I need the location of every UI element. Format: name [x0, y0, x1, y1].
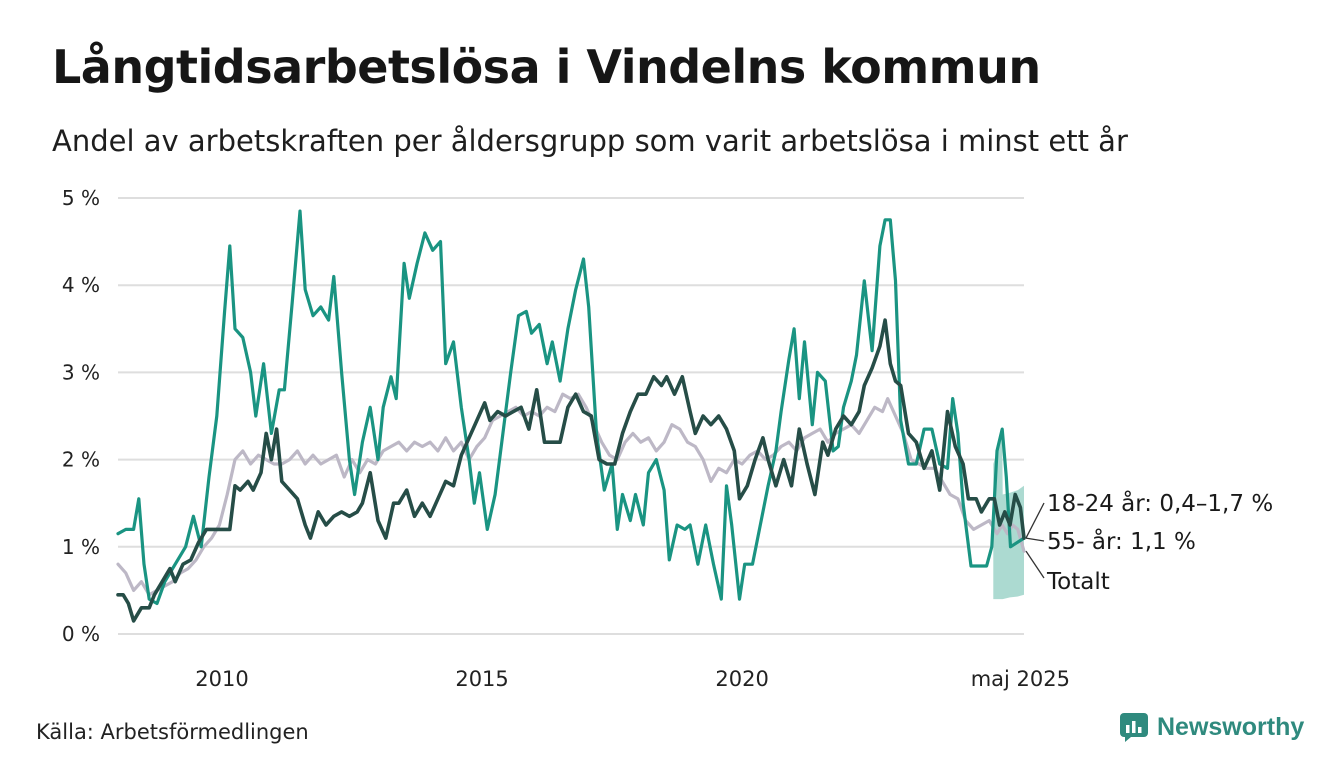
brand-logo[interactable]: Newsworthy — [1119, 712, 1304, 742]
newsworthy-logo-icon — [1120, 713, 1148, 742]
y-tick-label: 5 % — [62, 186, 100, 210]
source-note: Källa: Arbetsförmedlingen — [36, 720, 309, 744]
x-tick-label: 2010 — [195, 667, 248, 691]
series-line-total — [116, 392, 1026, 597]
x-tick-label: maj 2025 — [971, 667, 1070, 691]
series-line-youth — [116, 209, 1026, 606]
tick-layer: 0 % 1 % 2 % 3 % 4 % 5 % 2010 2015 2020 maj 2025 — [62, 186, 1070, 691]
label-layer: 18-24 år: 0,4–1,7 % 55- år: 1,1 % Totalt — [1025, 489, 1273, 595]
y-tick-label: 1 % — [62, 535, 100, 559]
end-label-total: Totalt — [1046, 569, 1110, 595]
label-leader-line — [1025, 537, 1045, 542]
label-leader-line — [1025, 550, 1045, 579]
y-tick-label: 2 % — [62, 448, 100, 472]
label-leader-line — [1025, 502, 1045, 539]
x-tick-label: 2015 — [455, 667, 508, 691]
brand-name: Newsworthy — [1157, 712, 1305, 741]
page-subtitle: Andel av arbetskraften per åldersgrupp s… — [52, 124, 1128, 158]
line-layer — [116, 209, 1026, 623]
series-line-senior — [116, 318, 1026, 623]
end-label-senior: 55- år: 1,1 % — [1047, 527, 1196, 555]
x-tick-label: 2020 — [715, 667, 768, 691]
grid-layer — [118, 197, 1024, 635]
page-title: Långtidsarbetslösa i Vindelns kommun — [52, 40, 1041, 94]
y-tick-label: 3 % — [62, 360, 100, 384]
y-tick-label: 0 % — [62, 622, 100, 646]
end-label-youth: 18-24 år: 0,4–1,7 % — [1047, 489, 1273, 517]
y-tick-label: 4 % — [62, 273, 100, 297]
